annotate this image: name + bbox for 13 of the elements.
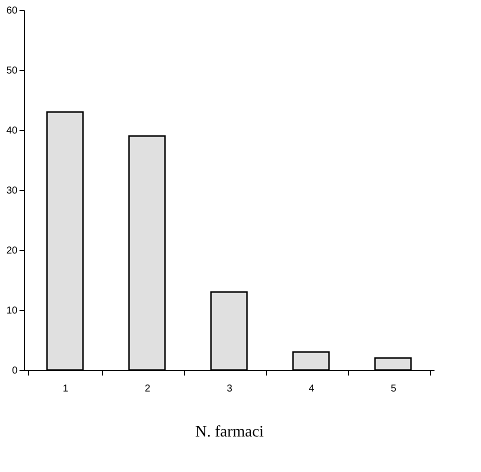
x-tick-label: 2 — [144, 384, 151, 394]
y-tick-label: 10 — [6, 306, 18, 316]
y-tick-label: 60 — [6, 6, 18, 16]
x-axis-title: N. farmaci — [195, 424, 264, 440]
y-tick-label: 20 — [6, 246, 18, 256]
y-tick-label: 30 — [6, 186, 18, 196]
x-tick-label: 5 — [390, 384, 397, 394]
x-tick-label: 4 — [308, 384, 315, 394]
y-tick-label: 0 — [12, 366, 18, 376]
x-tick-label: 1 — [62, 384, 69, 394]
y-tick-label: 40 — [6, 126, 18, 136]
y-tick-label: 50 — [6, 66, 18, 76]
x-tick-label: 3 — [226, 384, 233, 394]
